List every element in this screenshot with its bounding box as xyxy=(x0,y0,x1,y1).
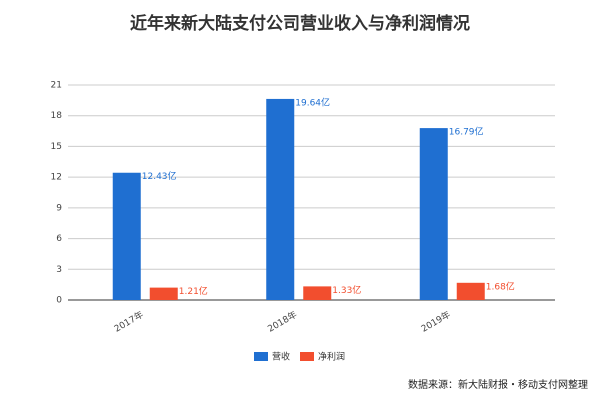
x-tick-label: 2018年 xyxy=(265,308,299,334)
legend-swatch xyxy=(300,352,314,361)
y-tick-label: 18 xyxy=(51,111,63,121)
x-tick-label: 2019年 xyxy=(419,308,453,334)
chart-title: 近年来新大陆支付公司营业收入与净利润情况 xyxy=(130,13,470,34)
y-tick-label: 15 xyxy=(51,142,62,152)
value-label: 19.64亿 xyxy=(295,96,330,108)
y-tick-label: 0 xyxy=(56,296,62,306)
y-tick-label: 21 xyxy=(51,81,62,91)
legend-label: 营收 xyxy=(272,351,290,363)
value-label: 1.68亿 xyxy=(486,280,515,292)
bar xyxy=(149,287,178,300)
y-tick-label: 12 xyxy=(51,173,62,183)
bar xyxy=(456,282,485,300)
x-tick-label: 2017年 xyxy=(112,308,146,334)
y-tick-label: 6 xyxy=(56,234,62,244)
legend-label: 净利润 xyxy=(318,351,345,363)
value-label: 12.43亿 xyxy=(142,170,177,182)
value-label: 16.79亿 xyxy=(449,126,484,138)
value-label: 1.33亿 xyxy=(332,284,361,296)
legend-swatch xyxy=(254,352,268,361)
y-tick-label: 9 xyxy=(56,203,62,213)
bar xyxy=(303,286,332,300)
y-tick-label: 3 xyxy=(56,265,62,275)
source-note: 数据来源：新大陆财报・移动支付网整理 xyxy=(408,378,588,391)
bar xyxy=(266,98,295,300)
value-label: 1.21亿 xyxy=(179,285,208,297)
bar xyxy=(419,128,448,300)
bar xyxy=(112,172,141,300)
